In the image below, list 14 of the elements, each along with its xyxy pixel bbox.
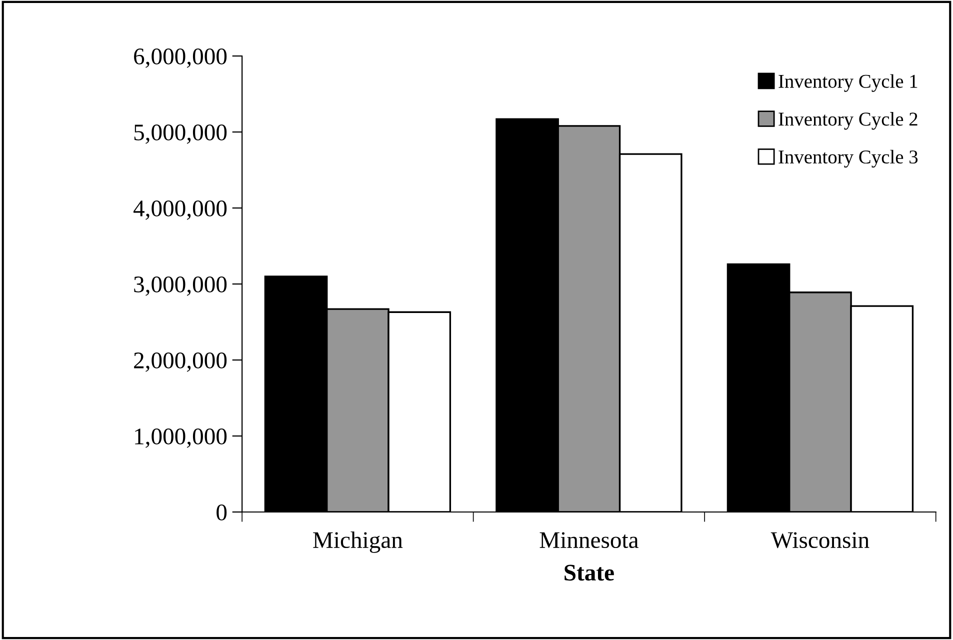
legend-label: Inventory Cycle 1 xyxy=(778,74,918,92)
x-tick-label: Wisconsin xyxy=(770,532,870,548)
y-tick-label: 5,000,000 xyxy=(134,124,227,144)
x-tick-label: Minnesota xyxy=(540,532,638,548)
legend-label: Inventory Cycle 2 xyxy=(778,112,918,130)
y-tick-label: 6,000,000 xyxy=(134,48,227,68)
y-tick-label: 4,000,000 xyxy=(133,200,227,220)
y-tick-label: 2,000,000 xyxy=(134,352,227,372)
y-tick-label: 3,000,000 xyxy=(134,276,227,296)
y-tick-label: 0 xyxy=(216,504,227,520)
y-tick-label: 1,000,000 xyxy=(135,428,227,448)
x-axis-title: State xyxy=(564,564,614,581)
legend-label: Inventory Cycle 3 xyxy=(778,150,918,168)
x-tick-label: Michigan xyxy=(313,531,403,553)
